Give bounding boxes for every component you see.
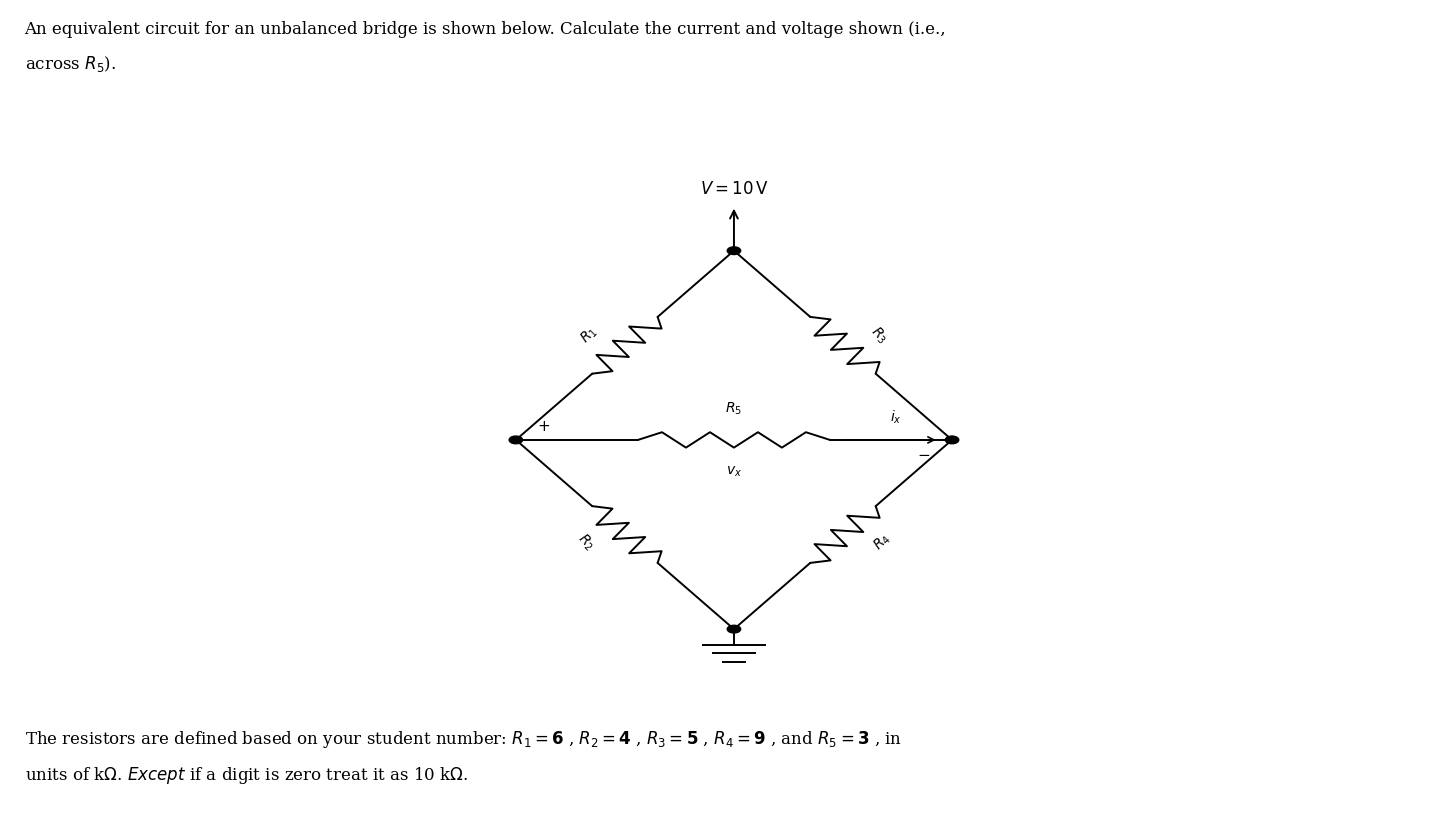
Text: The resistors are defined based on your student number: $R_1 = \mathbf{6}$ , $R_: The resistors are defined based on your … (25, 729, 902, 750)
Circle shape (727, 626, 740, 633)
Text: $-$: $-$ (918, 447, 931, 461)
Text: An equivalent circuit for an unbalanced bridge is shown below. Calculate the cur: An equivalent circuit for an unbalanced … (25, 21, 947, 37)
Circle shape (727, 247, 740, 255)
Text: $R_1$: $R_1$ (577, 324, 600, 347)
Circle shape (945, 436, 958, 444)
Text: $R_5$: $R_5$ (726, 401, 743, 417)
Text: across $R_5$).: across $R_5$). (25, 54, 115, 74)
Text: units of k$\Omega$. $\mathit{Except}$ if a digit is zero treat it as 10 k$\Omega: units of k$\Omega$. $\mathit{Except}$ if… (25, 765, 468, 786)
Text: $+$: $+$ (537, 420, 550, 434)
Text: $i_x$: $i_x$ (889, 408, 902, 426)
Text: $R_4$: $R_4$ (870, 531, 895, 554)
Text: $R_2$: $R_2$ (574, 531, 597, 554)
Text: $v_x$: $v_x$ (726, 464, 742, 479)
Text: $V = 10\,\mathrm{V}$: $V = 10\,\mathrm{V}$ (700, 181, 768, 198)
Circle shape (509, 436, 522, 444)
Text: $R_3$: $R_3$ (867, 324, 890, 347)
